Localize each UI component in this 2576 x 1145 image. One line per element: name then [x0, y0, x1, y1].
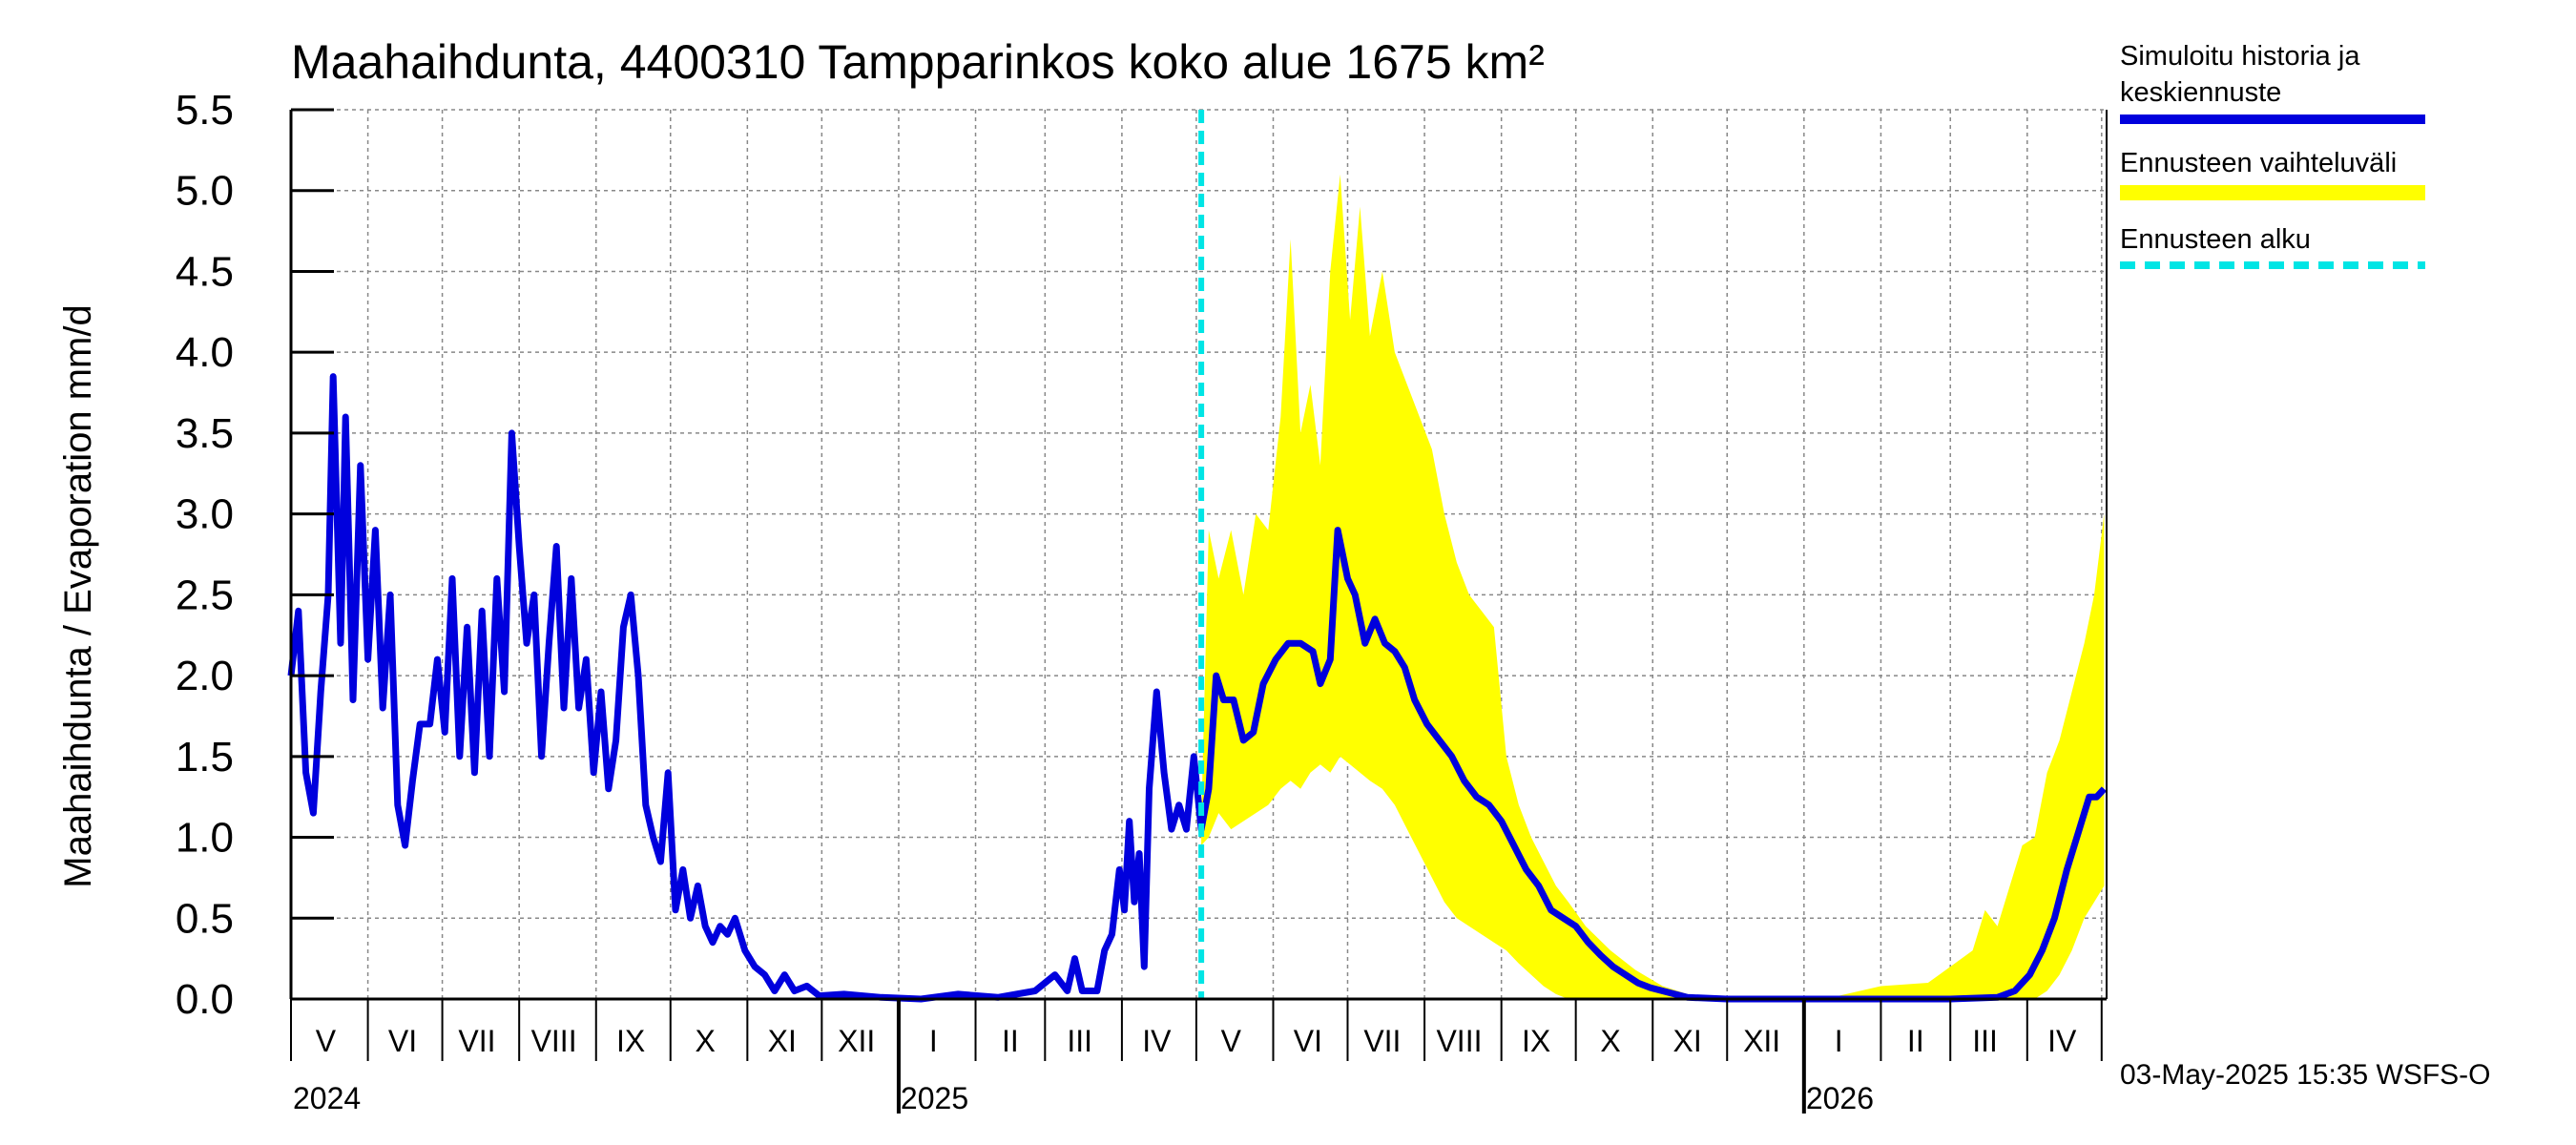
x-tick-label: X	[1600, 1024, 1620, 1058]
x-tick-label: V	[1221, 1024, 1242, 1058]
legend-swatch-line	[2120, 114, 2425, 124]
forecast-range-band	[1201, 174, 2105, 1000]
grid-lines	[291, 109, 2107, 999]
y-tick-label: 5.0	[176, 168, 234, 215]
x-tick-label: VII	[458, 1024, 495, 1058]
x-tick-label: XI	[1673, 1024, 1702, 1058]
y-tick-label: 0.0	[176, 976, 234, 1023]
x-tick-label: II	[1907, 1024, 1924, 1058]
x-tick-label: I	[1835, 1024, 1843, 1058]
x-tick-label: XII	[1743, 1024, 1780, 1058]
legend: Simuloitu historia ja keskiennuste Ennus…	[2120, 38, 2521, 290]
legend-swatch-band	[2120, 185, 2425, 200]
x-tick-label: VI	[388, 1024, 417, 1058]
legend-label-forecast-start: Ennusteen alku	[2120, 224, 2311, 255]
series-line-layer	[287, 373, 2107, 1003]
x-tick-label: IV	[2047, 1024, 2077, 1058]
x-tick-label: IX	[1522, 1024, 1550, 1058]
y-tick-label: 2.5	[176, 572, 234, 618]
x-tick-label: VI	[1294, 1024, 1322, 1058]
legend-item-simulated: Simuloitu historia ja keskiennuste	[2120, 38, 2521, 124]
y-tick-label: 2.0	[176, 653, 234, 699]
x-tick-label: X	[695, 1024, 715, 1058]
timestamp: 03-May-2025 15:35 WSFS-O	[2120, 1059, 2491, 1091]
y-tick-label: 4.0	[176, 329, 234, 376]
year-label: 2024	[293, 1081, 361, 1115]
series-line	[287, 373, 2107, 1003]
x-tick-label: V	[316, 1024, 337, 1058]
year-label: 2026	[1806, 1081, 1874, 1115]
y-tick-labels: 0.0 0.5 1.0 1.5 2.0 2.5 3.0 3.5 4.0 4.5 5.0 5.5	[176, 87, 234, 1023]
y-tick-label: 3.5	[176, 410, 234, 457]
x-tick-labels: V VI VII VIII IX X XI XII I II III IV V VI VII VIII IX X X…	[293, 1024, 2077, 1115]
x-tick-label: IV	[1142, 1024, 1172, 1058]
legend-label-range: Ennusteen vaihteluväli	[2120, 148, 2398, 178]
x-tick-label: VIII	[1436, 1024, 1482, 1058]
x-tick-label: VII	[1363, 1024, 1401, 1058]
x-tick-label: XI	[768, 1024, 797, 1058]
year-label: 2025	[901, 1081, 968, 1115]
y-tick-label: 4.5	[176, 248, 234, 295]
x-tick-label: II	[1002, 1024, 1019, 1058]
x-tick-label: XII	[838, 1024, 875, 1058]
x-tick-label: III	[1972, 1024, 1998, 1058]
forecast-band-area	[1201, 174, 2105, 1000]
legend-swatch-dashed	[2120, 261, 2425, 269]
x-tick-label: I	[929, 1024, 938, 1058]
y-axis-label: Maahaihdunta / Evaporation mm/d	[57, 304, 99, 887]
y-tick-label: 1.0	[176, 815, 234, 862]
x-tick-label: VIII	[531, 1024, 577, 1058]
plot-frame	[289, 108, 2108, 1114]
x-tick-label: IX	[616, 1024, 645, 1058]
x-tick-label: III	[1067, 1024, 1092, 1058]
legend-item-range: Ennusteen vaihteluväli	[2120, 145, 2521, 200]
y-tick-label: 3.0	[176, 491, 234, 538]
y-tick-label: 5.5	[176, 87, 234, 134]
y-tick-label: 1.5	[176, 734, 234, 781]
y-tick-label: 0.5	[176, 895, 234, 942]
legend-label-simulated-2: keskiennuste	[2120, 77, 2282, 108]
legend-label-simulated-1: Simuloitu historia ja	[2120, 41, 2360, 72]
legend-item-forecast-start: Ennusteen alku	[2120, 221, 2521, 269]
chart-title: Maahaihdunta, 4400310 Tampparinkos koko …	[291, 35, 1545, 89]
